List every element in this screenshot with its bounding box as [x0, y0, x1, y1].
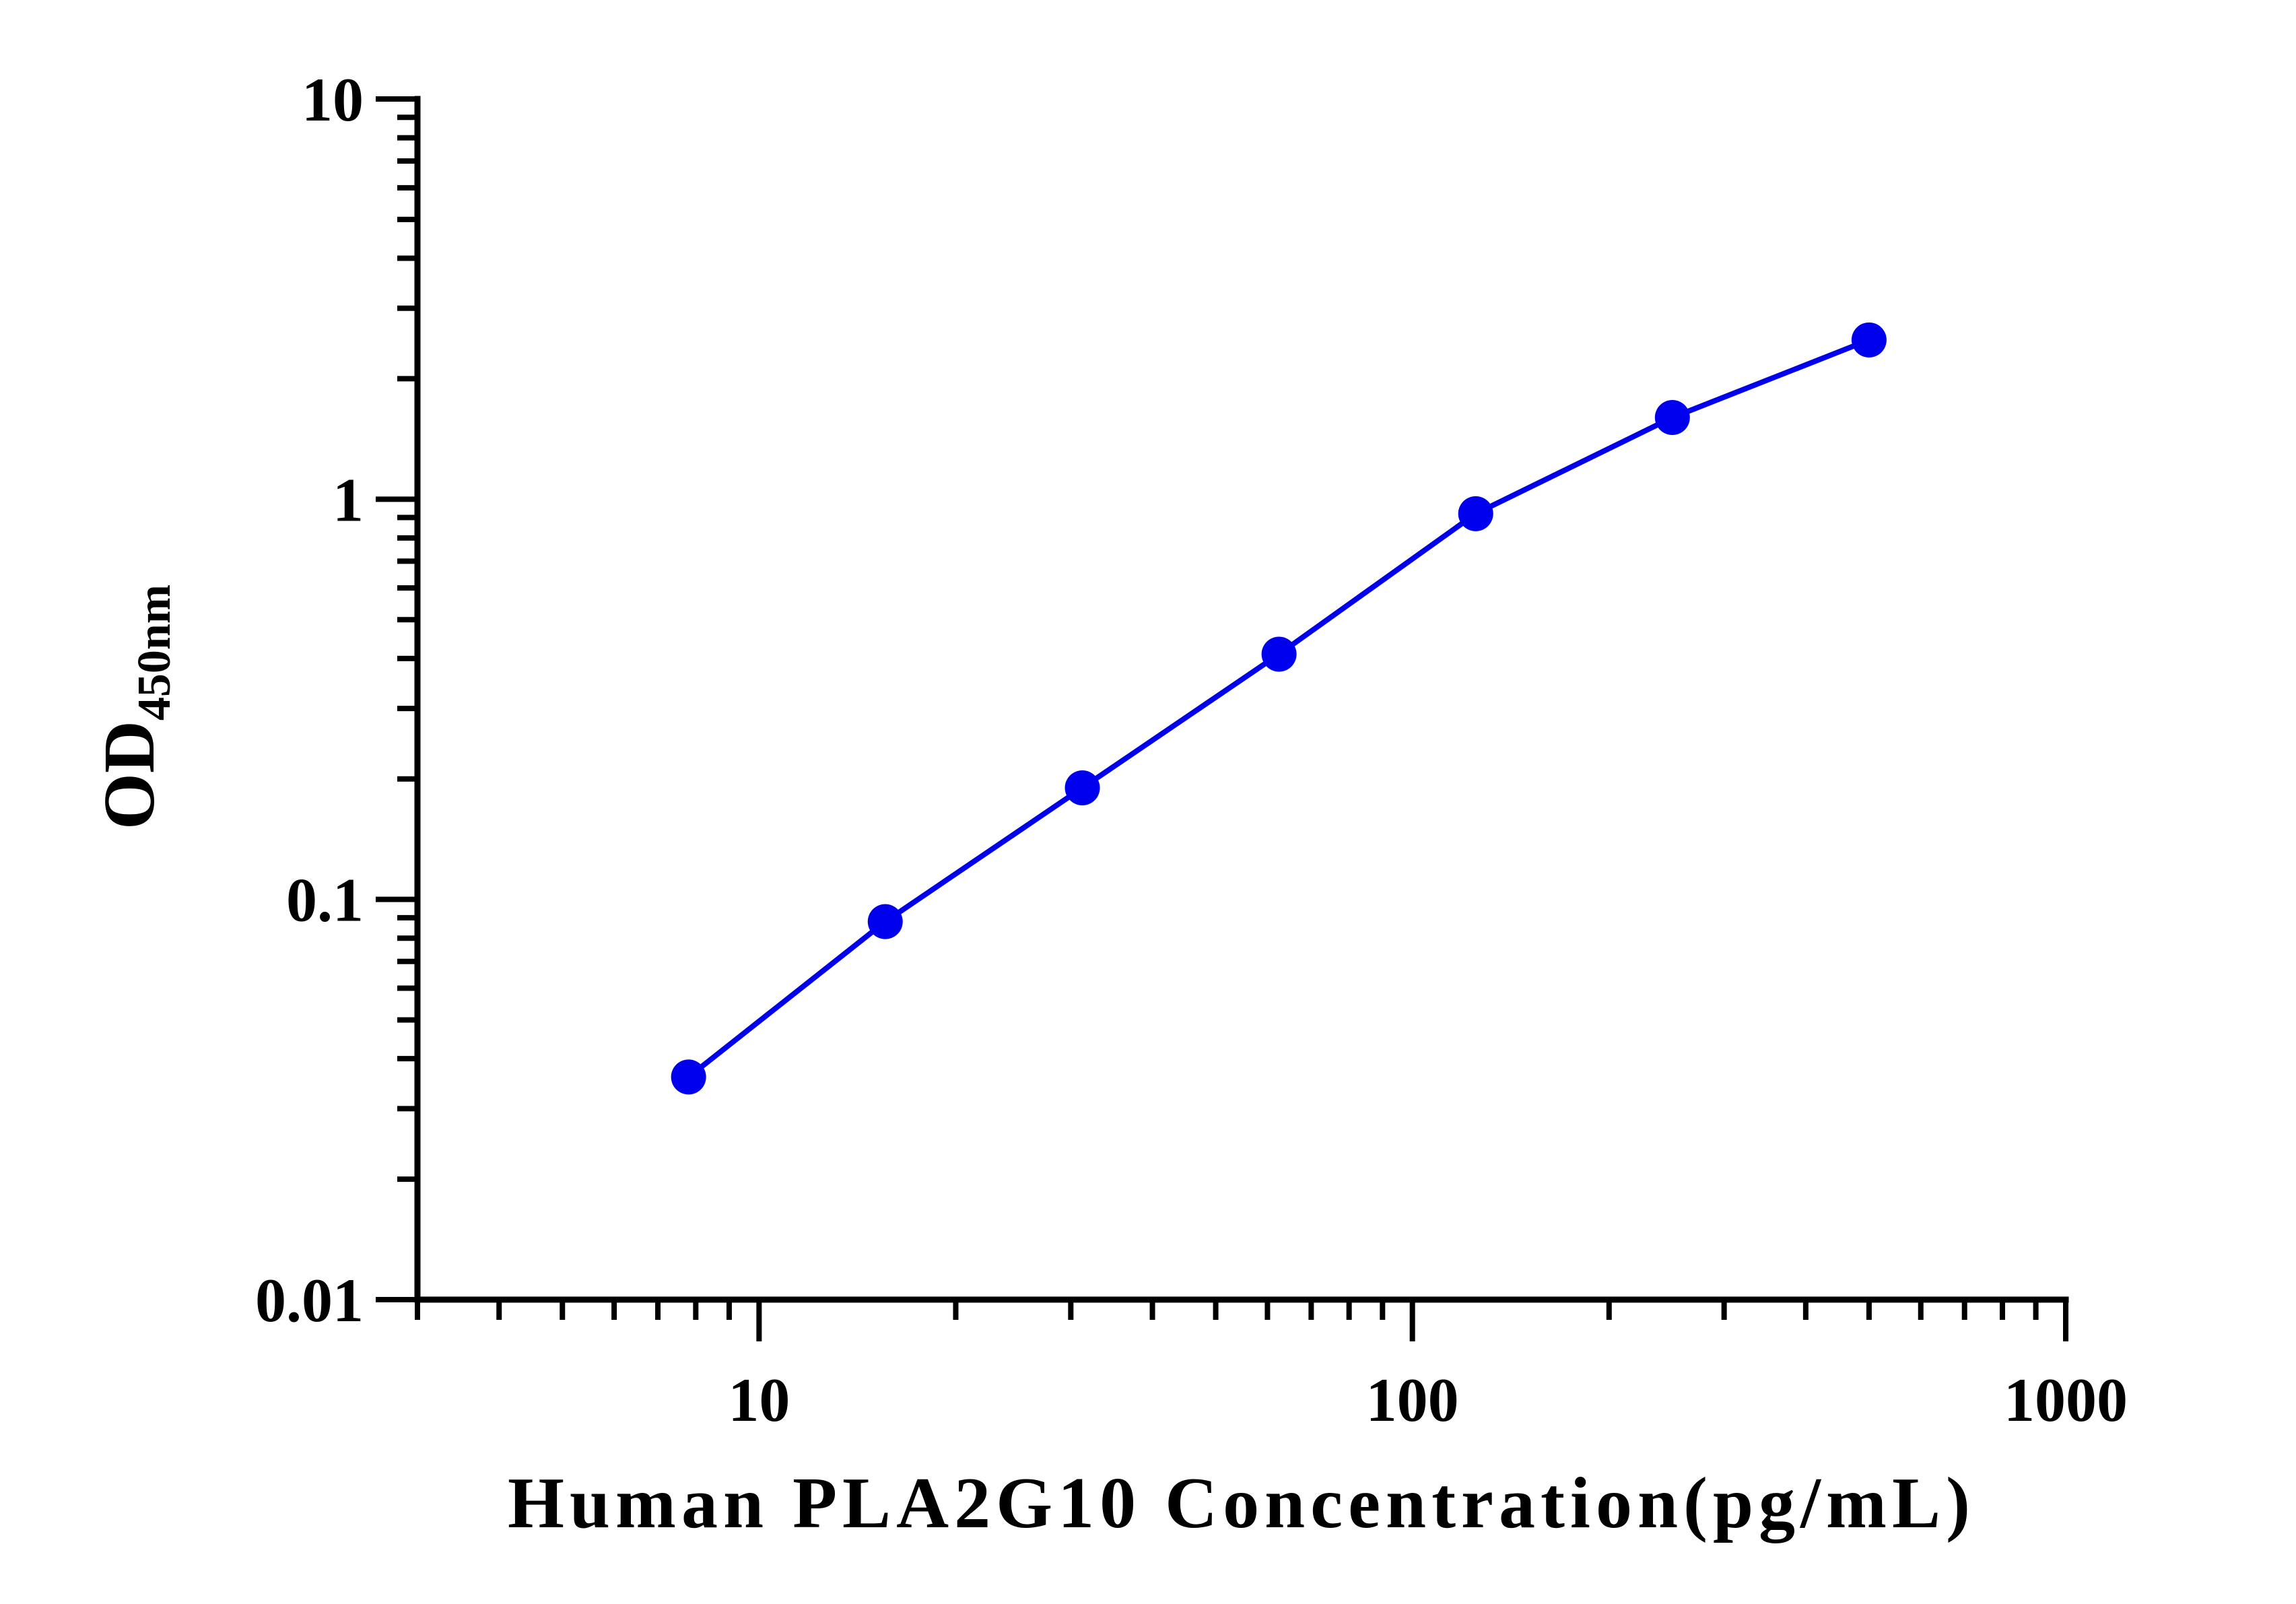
data-point — [1065, 770, 1100, 805]
data-point — [1851, 322, 1887, 358]
data-point — [671, 1059, 706, 1095]
data-point — [1654, 400, 1690, 436]
x-tick-label: 10 — [728, 1366, 790, 1434]
series-layer — [671, 322, 1887, 1095]
y-axis-title: OD450nm — [90, 584, 180, 830]
axes: 0.01 0.1 1 10 10 100 1000 — [255, 65, 2128, 1434]
x-tick-label: 100 — [1366, 1366, 1459, 1434]
data-point — [1261, 636, 1297, 672]
data-point — [1458, 496, 1493, 531]
x-axis-title: Human PLA2G10 Concentration(pg/mL) — [508, 1463, 1976, 1543]
data-point — [867, 904, 903, 939]
y-axis-title-main: OD — [90, 721, 170, 830]
y-tick-label: 1 — [333, 465, 364, 534]
y-tick-label: 10 — [302, 65, 364, 134]
axis-titles: Human PLA2G10 Concentration(pg/mL) OD450… — [90, 584, 1976, 1543]
x-tick-label: 1000 — [2004, 1366, 2128, 1434]
series-line — [687, 337, 1870, 1079]
y-tick-label: 0.01 — [255, 1266, 364, 1335]
y-tick-label: 0.1 — [286, 866, 364, 935]
y-axis-title-subscript: 450nm — [129, 584, 180, 721]
